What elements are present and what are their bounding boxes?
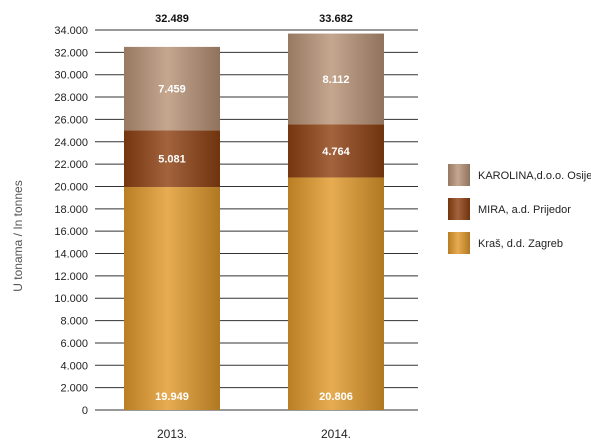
bar-value-label: 4.764 xyxy=(322,146,350,158)
bar-segment xyxy=(124,187,220,410)
legend-item: MIRA, a.d. Prijedor xyxy=(448,198,571,220)
y-tick-label: 32.000 xyxy=(54,47,88,59)
legend-item: KAROLINA,d.o.o. Osijek xyxy=(448,164,591,186)
legend-swatch xyxy=(448,164,470,186)
y-tick-label: 30.000 xyxy=(54,70,88,82)
y-tick-label: 34.000 xyxy=(54,25,88,37)
bar-value-label: 8.112 xyxy=(323,74,350,86)
y-tick-label: 16.000 xyxy=(54,226,88,238)
legend-label: KAROLINA,d.o.o. Osijek xyxy=(478,170,591,182)
x-axis-ticks: 2013. 2014. xyxy=(157,427,351,441)
legend-label: Kraš, d.d. Zagreb xyxy=(478,238,563,250)
bar-segment xyxy=(124,130,220,188)
x-tick-label: 2013. xyxy=(157,427,187,441)
y-tick-label: 24.000 xyxy=(54,137,88,149)
y-axis-label: U tonama / In tonnes xyxy=(11,180,25,291)
data-labels: 19.949 5.081 7.459 32.489 20.806 4.764 8.112 33… xyxy=(155,13,353,403)
y-tick-label: 18.000 xyxy=(54,204,88,216)
y-tick-label: 28.000 xyxy=(54,92,88,104)
bar-value-label: 20.806 xyxy=(319,391,353,403)
y-tick-label: 22.000 xyxy=(54,159,88,171)
y-tick-label: 6.000 xyxy=(60,338,88,350)
legend-swatch xyxy=(448,198,470,220)
bars xyxy=(124,33,384,410)
legend-swatch xyxy=(448,232,470,254)
bar-segment xyxy=(124,46,220,131)
bar-total-label: 32.489 xyxy=(155,13,189,25)
y-tick-label: 26.000 xyxy=(54,114,88,126)
legend: KAROLINA,d.o.o. Osijek MIRA, a.d. Prijedo… xyxy=(448,164,591,254)
legend-item: Kraš, d.d. Zagreb xyxy=(448,232,563,254)
bar-value-label: 5.081 xyxy=(158,154,186,166)
x-tick-label: 2014. xyxy=(321,427,351,441)
bar-value-label: 7.459 xyxy=(158,84,186,96)
bar-segment xyxy=(288,33,384,125)
y-tick-label: 10.000 xyxy=(54,293,88,305)
bar-value-label: 19.949 xyxy=(155,391,189,403)
y-tick-label: 12.000 xyxy=(54,271,88,283)
y-tick-label: 20.000 xyxy=(54,181,88,193)
legend-label: MIRA, a.d. Prijedor xyxy=(478,204,571,216)
y-tick-label: 0 xyxy=(82,405,88,417)
y-tick-label: 4.000 xyxy=(60,360,88,372)
bar-segment xyxy=(288,124,384,178)
y-tick-label: 14.000 xyxy=(54,249,88,261)
y-tick-label: 2.000 xyxy=(60,383,88,395)
bar-segment xyxy=(288,177,384,410)
y-tick-label: 8.000 xyxy=(60,316,88,328)
y-axis-ticks: 0 2.000 4.000 6.000 8.000 10.000 12.000 14.000 1… xyxy=(54,25,88,417)
bar-total-label: 33.682 xyxy=(319,13,353,25)
